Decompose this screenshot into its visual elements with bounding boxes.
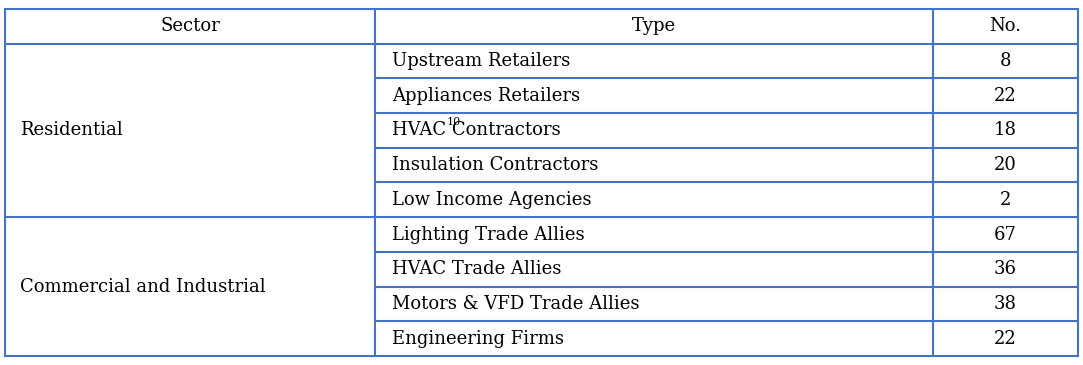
Text: 2: 2 (1000, 191, 1010, 209)
Text: Insulation Contractors: Insulation Contractors (392, 156, 599, 174)
Text: Lighting Trade Allies: Lighting Trade Allies (392, 226, 585, 243)
Text: 22: 22 (994, 87, 1017, 105)
Text: Type: Type (632, 18, 676, 35)
Text: Sector: Sector (160, 18, 220, 35)
Text: 38: 38 (994, 295, 1017, 313)
Text: 22: 22 (994, 330, 1017, 347)
Text: 36: 36 (994, 260, 1017, 278)
Text: Engineering Firms: Engineering Firms (392, 330, 564, 347)
Text: 10: 10 (446, 117, 460, 127)
Text: 18: 18 (994, 122, 1017, 139)
Text: HVAC Trade Allies: HVAC Trade Allies (392, 260, 561, 278)
Text: HVAC Contractors: HVAC Contractors (392, 122, 561, 139)
Text: Appliances Retailers: Appliances Retailers (392, 87, 580, 105)
Text: Commercial and Industrial: Commercial and Industrial (21, 277, 265, 296)
Text: Residential: Residential (21, 122, 123, 139)
Text: Low Income Agencies: Low Income Agencies (392, 191, 591, 209)
Text: 20: 20 (994, 156, 1017, 174)
Text: Upstream Retailers: Upstream Retailers (392, 52, 571, 70)
Text: No.: No. (989, 18, 1021, 35)
Text: 8: 8 (1000, 52, 1010, 70)
Text: 67: 67 (994, 226, 1017, 243)
Text: Motors & VFD Trade Allies: Motors & VFD Trade Allies (392, 295, 640, 313)
